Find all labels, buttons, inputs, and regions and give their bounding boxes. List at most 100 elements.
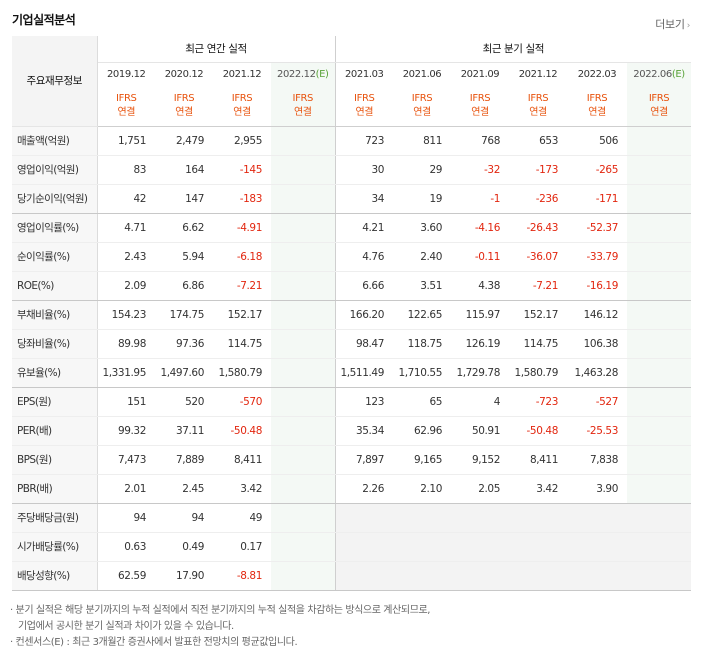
value-cell: [567, 532, 627, 562]
value-cell: 1,463.28: [567, 358, 627, 388]
ifrs-text: IFRS: [354, 92, 375, 104]
value-cell: 62.96: [393, 416, 451, 446]
ifrs-basis-label: IFRS 연결: [393, 86, 451, 127]
value-cell: 4.71: [97, 213, 155, 243]
ifrs-text: IFRS: [292, 92, 314, 104]
more-link-label: 더보기: [655, 18, 685, 31]
value-cell: [271, 242, 336, 272]
chevron-right-icon: ›: [686, 21, 691, 31]
value-cell: 35.34: [335, 416, 393, 446]
row-header-label: 주요재무정보: [12, 36, 98, 127]
value-cell: 1,710.55: [393, 358, 451, 388]
value-cell: 7,889: [155, 445, 213, 475]
row-label: 배당성향(%): [12, 561, 98, 591]
value-cell: [627, 561, 692, 591]
table-row: 시가배당률(%) 0.63 0.49 0.17: [12, 532, 692, 562]
value-cell: 7,473: [97, 445, 155, 475]
value-cell: 65: [393, 387, 451, 417]
value-cell: 29: [393, 155, 451, 185]
row-label: PBR(배): [12, 474, 98, 504]
consolidated-text: 연결: [355, 106, 374, 118]
value-cell: [393, 503, 451, 533]
row-label: 당기순이익(억원): [12, 184, 98, 214]
row-label: BPS(원): [12, 445, 98, 475]
consolidated-text: 연결: [233, 106, 251, 118]
value-cell: -236: [509, 184, 567, 214]
value-cell: [271, 416, 336, 446]
value-cell: 768: [451, 126, 509, 156]
value-cell: 1,497.60: [155, 358, 213, 388]
table-row: 유보율(%) 1,331.95 1,497.60 1,580.79 1,511.49 1,…: [12, 358, 692, 388]
value-cell: [509, 561, 567, 591]
value-cell: 166.20: [335, 300, 393, 330]
value-cell: -4.16: [451, 213, 509, 243]
value-cell: 723: [335, 126, 393, 156]
consolidated-text: 연결: [471, 106, 489, 118]
value-cell: 19: [393, 184, 451, 214]
estimate-mark: (E): [671, 68, 685, 80]
value-cell: 4: [451, 387, 509, 417]
value-cell: 106.38: [567, 329, 627, 359]
value-cell: [271, 271, 336, 301]
value-cell: [627, 242, 692, 272]
value-cell: 17.90: [155, 561, 213, 591]
value-cell: [271, 358, 336, 388]
value-cell: 2,479: [155, 126, 213, 156]
value-cell: 3.60: [393, 213, 451, 243]
value-cell: [627, 387, 692, 417]
value-cell: [271, 329, 336, 359]
period-header: 2020.12: [164, 68, 204, 80]
group-annual-header: 최근 연간 실적: [97, 36, 336, 63]
period-label: 2022.06: [633, 68, 672, 80]
ifrs-basis-label: IFRS 연결: [97, 86, 155, 127]
table-row: 매출액(억원) 1,751 2,479 2,955 723 811 768 653 506: [12, 126, 692, 156]
value-cell: [627, 271, 692, 301]
ifrs-basis-label: IFRS 연결: [271, 86, 336, 127]
value-cell: 2.45: [155, 474, 213, 504]
table-row: 부채비율(%) 154.23 174.75 152.17 166.20 122.65 115…: [12, 300, 692, 330]
period-header: 2021.12: [518, 68, 558, 80]
value-cell: [627, 126, 692, 156]
value-cell: 114.75: [509, 329, 567, 359]
group-quarterly-header: 최근 분기 실적: [335, 36, 692, 63]
value-cell: 123: [335, 387, 393, 417]
value-cell: [335, 561, 393, 591]
value-cell: -527: [567, 387, 627, 417]
value-cell: [627, 445, 692, 475]
value-cell: -265: [567, 155, 627, 185]
more-link[interactable]: 더보기 ›: [655, 16, 690, 32]
ifrs-text: IFRS: [648, 92, 670, 104]
value-cell: 520: [155, 387, 213, 417]
value-cell: [627, 155, 692, 185]
row-label: 주당배당금(원): [12, 503, 98, 533]
value-cell: [627, 358, 692, 388]
value-cell: 50.91: [451, 416, 509, 446]
period-header: 2019.12: [106, 68, 146, 80]
ifrs-basis-label: IFRS 연결: [335, 86, 393, 127]
value-cell: [271, 184, 336, 214]
consolidated-text: 연결: [588, 106, 606, 118]
value-cell: [393, 532, 451, 562]
value-cell: 506: [567, 126, 627, 156]
financial-summary-table: 주요재무정보 최근 연간 실적 최근 분기 실적 2019.12 2020.12…: [12, 36, 692, 591]
value-cell: [627, 329, 692, 359]
value-cell: 7,838: [567, 445, 627, 475]
value-cell: -32: [451, 155, 509, 185]
consolidated-text: 연결: [413, 106, 431, 118]
value-cell: 30: [335, 155, 393, 185]
value-cell: -16.19: [567, 271, 627, 301]
value-cell: -145: [213, 155, 271, 185]
footnotes: · 분기 실적은 해당 분기까지의 누적 실적에서 직전 분기까지의 누적 실적…: [10, 603, 430, 651]
consolidated-text: 연결: [650, 106, 668, 118]
value-cell: 97.36: [155, 329, 213, 359]
value-cell: [271, 532, 336, 562]
value-cell: 94: [97, 503, 155, 533]
ifrs-basis-label: IFRS 연결: [213, 86, 271, 127]
value-cell: 2.43: [97, 242, 155, 272]
value-cell: -25.53: [567, 416, 627, 446]
value-cell: 2.40: [393, 242, 451, 272]
ifrs-text: IFRS: [469, 92, 491, 104]
value-cell: 1,331.95: [97, 358, 155, 388]
value-cell: 114.75: [213, 329, 271, 359]
period-header: 2021.06: [402, 68, 442, 80]
